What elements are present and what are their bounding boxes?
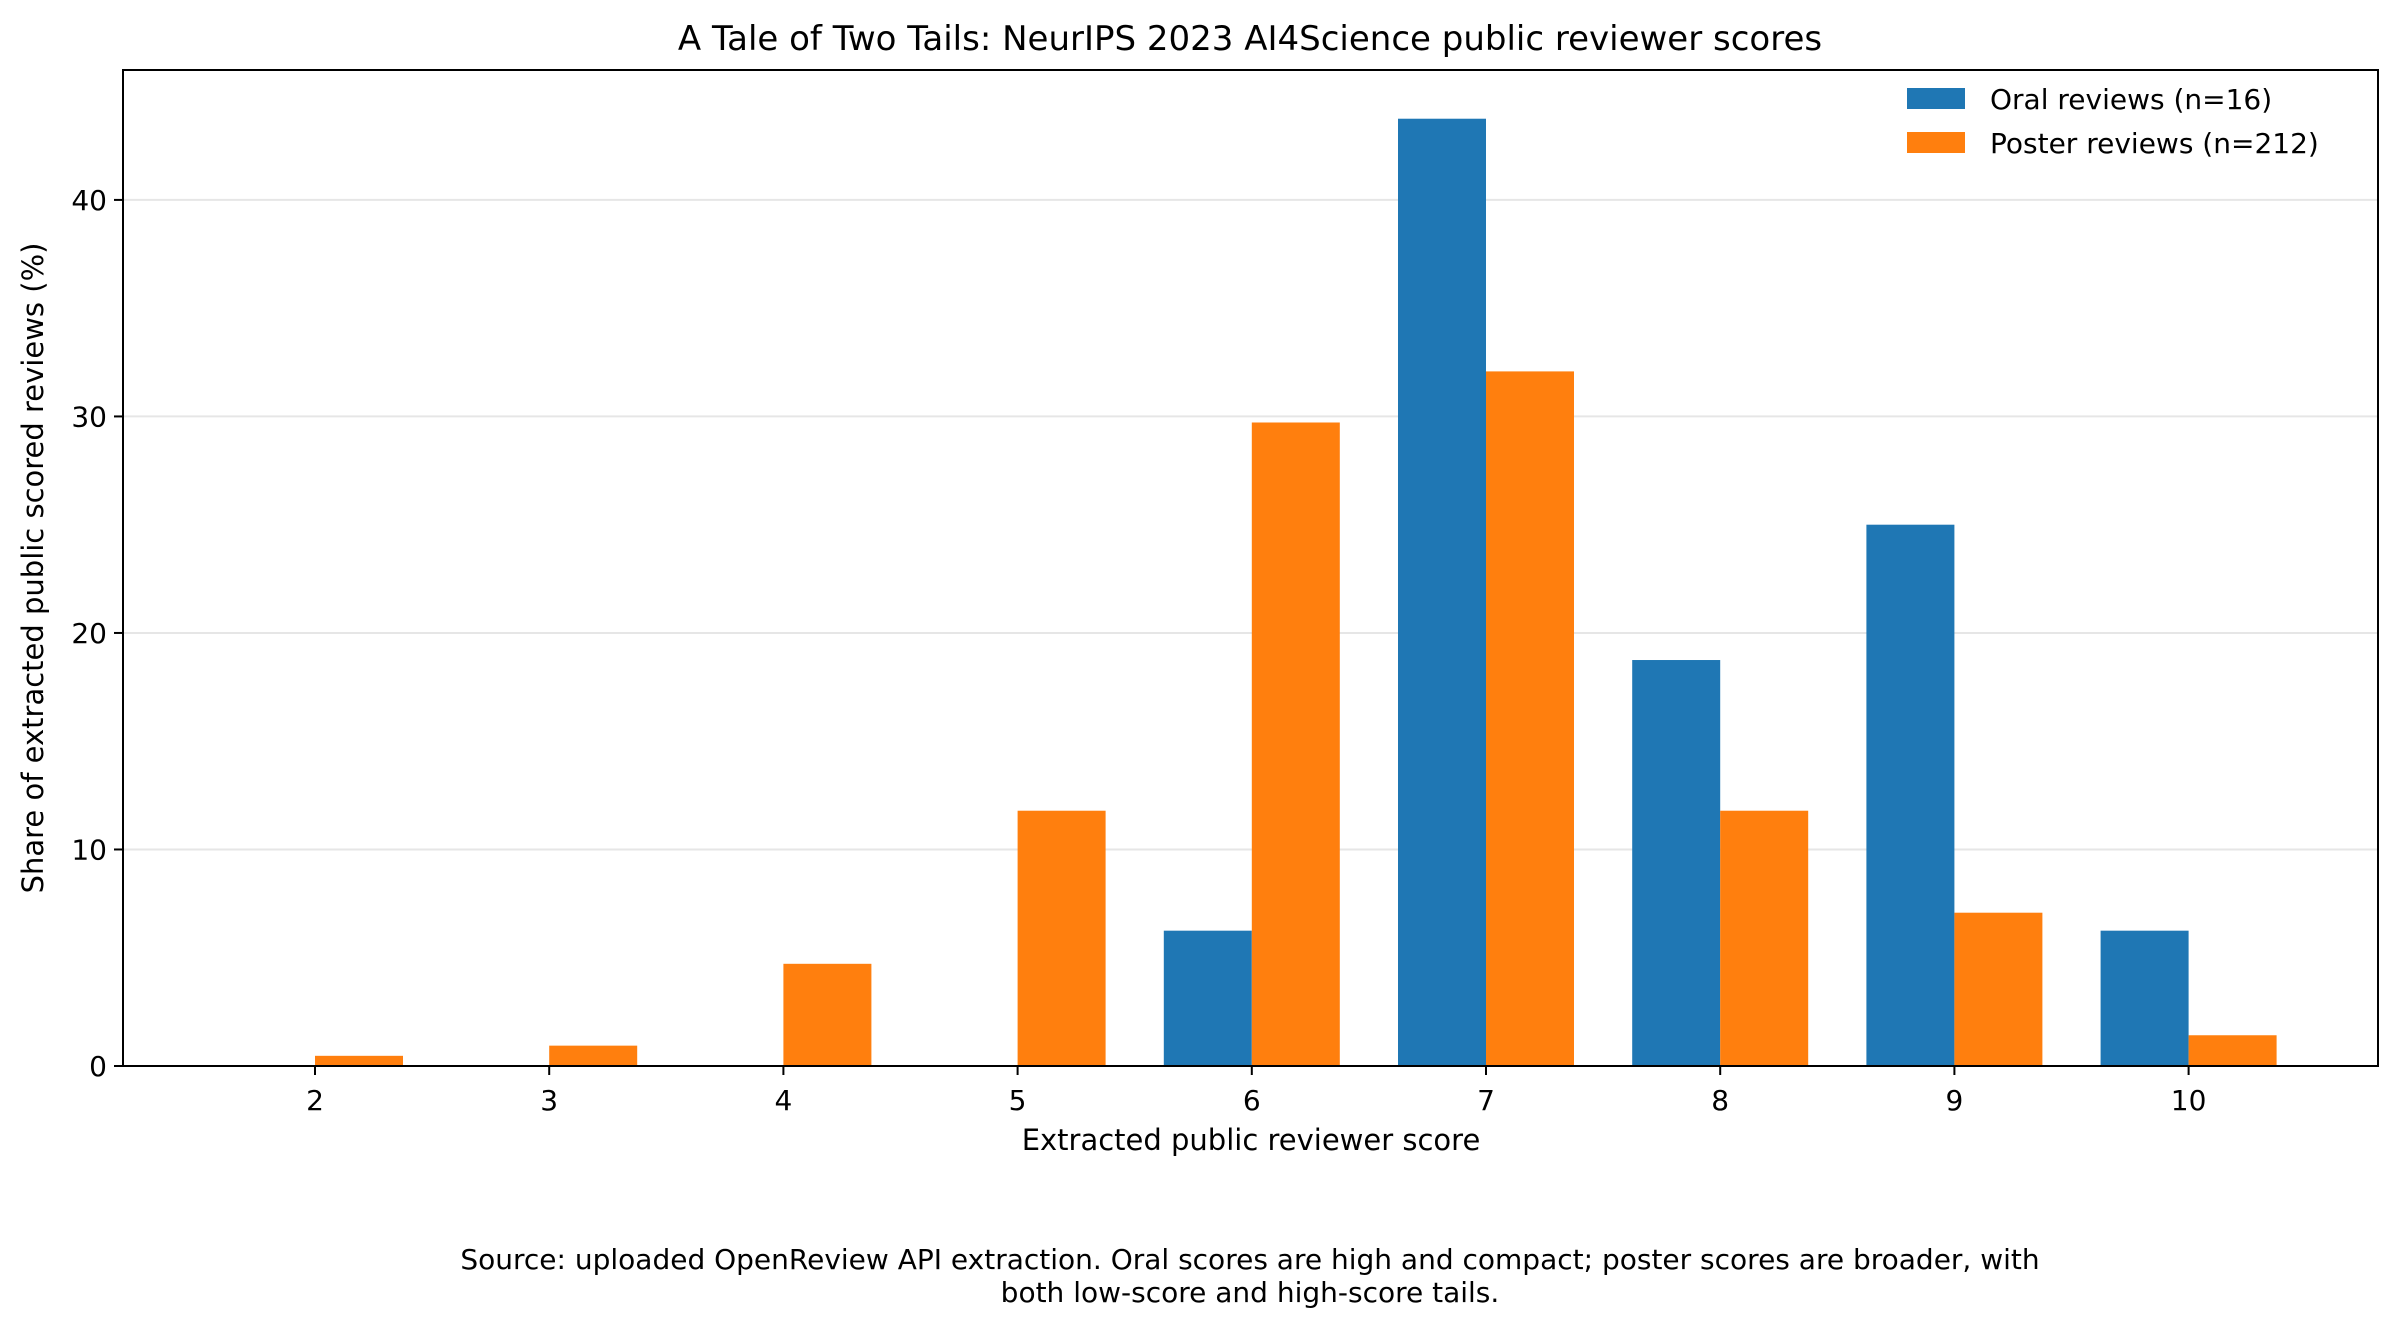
y-axis-label: Share of extracted public scored reviews… — [16, 243, 50, 894]
x-tick-label: 10 — [2171, 1084, 2207, 1117]
x-tick-label: 9 — [1945, 1084, 1963, 1117]
legend-swatch — [1907, 88, 1965, 109]
bar-oral-8 — [1632, 660, 1721, 1066]
x-tick-label: 8 — [1711, 1084, 1729, 1117]
y-tick-label: 0 — [89, 1050, 107, 1083]
legend-label: Oral reviews (n=16) — [1990, 83, 2272, 116]
y-axis-ticks: 0 10 20 30 40 — [71, 184, 123, 1083]
x-tick-label: 5 — [1009, 1084, 1027, 1117]
y-tick-label: 30 — [71, 400, 107, 433]
caption-line-1: Source: uploaded OpenReview API extracti… — [460, 1243, 2039, 1276]
bar-poster-7 — [1486, 371, 1574, 1066]
x-tick-label: 4 — [774, 1084, 792, 1117]
legend-label: Poster reviews (n=212) — [1990, 127, 2319, 160]
y-tick-label: 40 — [71, 184, 107, 217]
x-tick-label: 6 — [1243, 1084, 1261, 1117]
x-tick-label: 3 — [540, 1084, 558, 1117]
x-axis-ticks: 2 3 4 5 6 7 8 9 10 — [306, 1066, 2206, 1117]
y-tick-label: 20 — [71, 617, 107, 650]
x-tick-label: 2 — [306, 1084, 324, 1117]
bar-poster-10 — [2188, 1035, 2277, 1066]
bar-oral-9 — [1866, 524, 1955, 1066]
legend: Oral reviews (n=16) Poster reviews (n=212… — [1907, 83, 2319, 160]
bar-poster-8 — [1720, 810, 1809, 1066]
bar-poster-9 — [1954, 912, 2043, 1066]
plot-frame — [122, 69, 2379, 1067]
x-tick-label: 7 — [1477, 1084, 1495, 1117]
bar-poster-5 — [1017, 810, 1106, 1066]
bar-poster-2 — [315, 1055, 403, 1066]
grid-lines — [123, 198, 2378, 851]
bar-poster-6 — [1251, 422, 1340, 1066]
legend-swatch — [1907, 132, 1965, 153]
y-tick-label: 10 — [71, 833, 107, 866]
bar-oral-6 — [1163, 930, 1252, 1066]
x-axis-label: Extracted public reviewer score — [1022, 1123, 1481, 1157]
chart-title: A Tale of Two Tails: NeurIPS 2023 AI4Sci… — [678, 19, 1822, 59]
caption-line-2: both low-score and high-score tails. — [1001, 1276, 1500, 1309]
bars — [315, 118, 2277, 1066]
bar-oral-7 — [1398, 118, 1486, 1066]
bar-poster-3 — [549, 1045, 638, 1066]
bar-poster-4 — [783, 963, 872, 1066]
bar-oral-10 — [2100, 930, 2189, 1066]
